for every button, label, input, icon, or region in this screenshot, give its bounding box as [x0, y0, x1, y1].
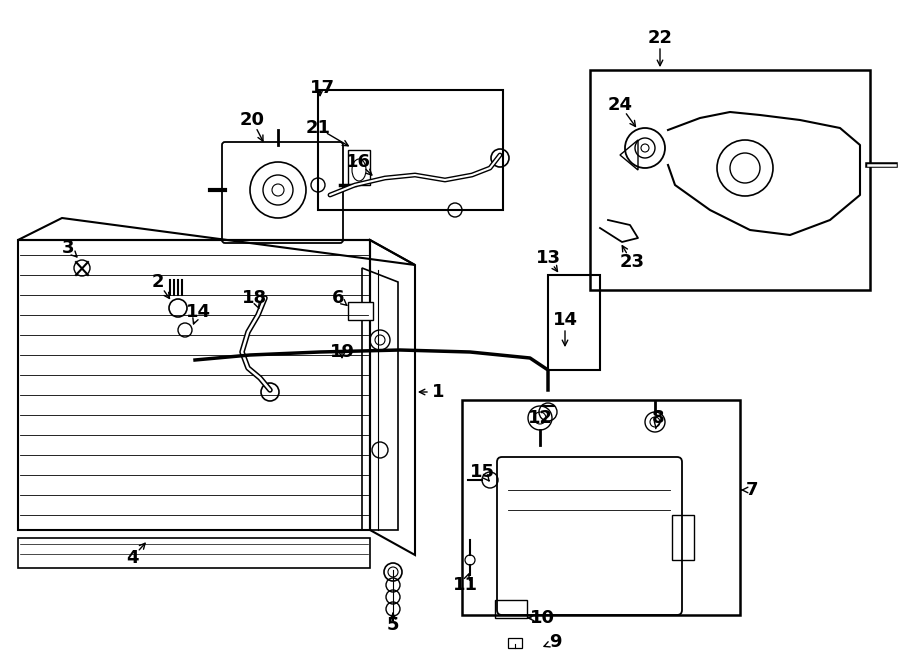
Text: 16: 16: [346, 153, 371, 171]
Text: 19: 19: [329, 343, 355, 361]
Text: 5: 5: [387, 616, 400, 634]
Bar: [495, 600, 527, 618]
Bar: [590, 70, 870, 290]
Bar: [462, 400, 740, 615]
Text: 23: 23: [619, 253, 644, 271]
Text: 13: 13: [536, 249, 561, 267]
Bar: [672, 515, 694, 560]
Text: 20: 20: [239, 111, 265, 129]
Text: 7: 7: [746, 481, 758, 499]
Bar: [548, 275, 600, 370]
Bar: [318, 90, 503, 210]
Text: 18: 18: [242, 289, 267, 307]
Bar: [348, 302, 373, 320]
Text: 17: 17: [310, 79, 335, 97]
Text: 1: 1: [432, 383, 445, 401]
Text: 15: 15: [470, 463, 494, 481]
Text: 14: 14: [553, 311, 578, 329]
Bar: [348, 150, 370, 185]
Text: 2: 2: [152, 273, 164, 291]
Text: 12: 12: [527, 409, 553, 427]
Text: 24: 24: [608, 96, 633, 114]
Bar: [508, 638, 522, 648]
Text: 10: 10: [529, 609, 554, 627]
Text: 9: 9: [549, 633, 562, 651]
Text: 6: 6: [332, 289, 344, 307]
Text: 4: 4: [126, 549, 139, 567]
Text: 11: 11: [453, 576, 478, 594]
Text: 8: 8: [652, 409, 664, 427]
Text: 3: 3: [62, 239, 74, 257]
Text: 21: 21: [305, 119, 330, 137]
Text: 14: 14: [185, 303, 211, 321]
Text: 22: 22: [647, 29, 672, 47]
